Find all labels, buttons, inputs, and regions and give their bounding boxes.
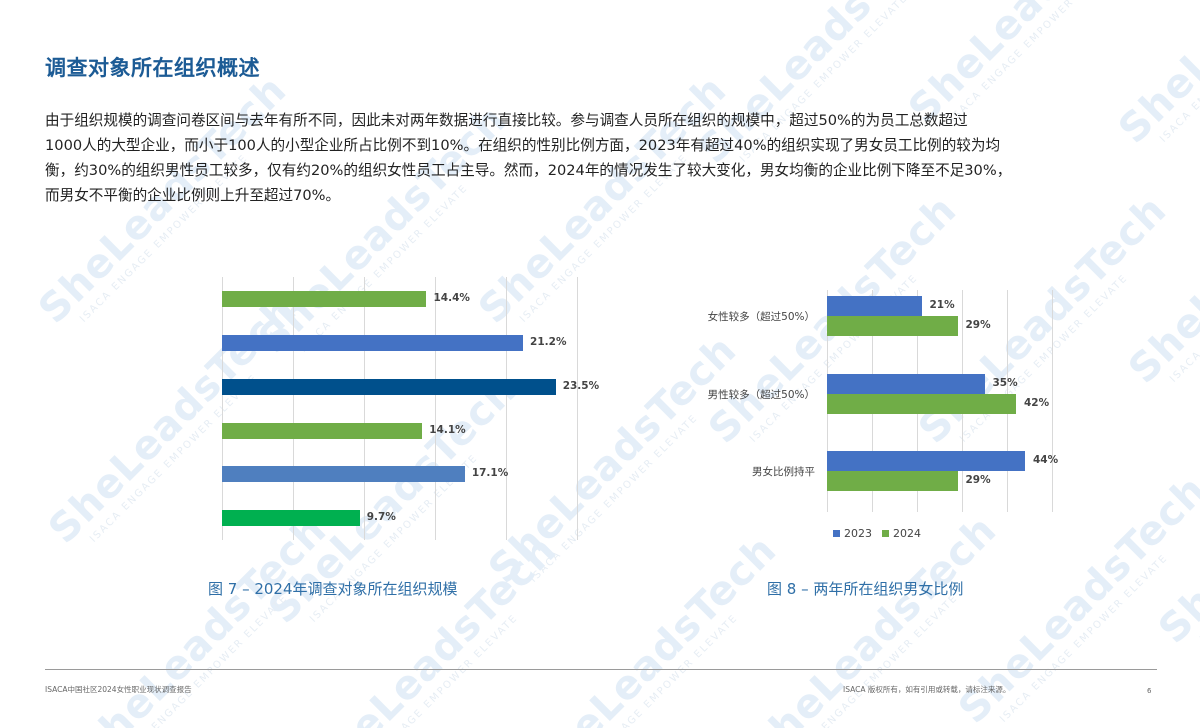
figure-8-caption: 图 8 – 两年所在组织男女比例 bbox=[767, 580, 964, 598]
category-label: 男性较多（超过50%） bbox=[707, 389, 815, 401]
gridline bbox=[1052, 290, 1053, 512]
bar-2024 bbox=[827, 394, 1016, 414]
page-number: 6 bbox=[1147, 687, 1152, 695]
gridline bbox=[577, 277, 578, 540]
value-label: 35% bbox=[992, 377, 1018, 389]
value-label: 29% bbox=[965, 474, 991, 486]
bar bbox=[222, 379, 556, 395]
org-size-bar-chart: 25000人以上14.4%5000-24999人21.2%1001-4999人2… bbox=[0, 0, 600, 560]
value-label: 17.1% bbox=[471, 467, 509, 479]
gridline bbox=[293, 277, 294, 540]
bar bbox=[222, 291, 427, 307]
category-label: 男女比例持平 bbox=[752, 466, 815, 478]
bar bbox=[222, 423, 423, 439]
watermark-tagline: ISACA ENGAGE EMPOWER ELEVATE bbox=[568, 612, 741, 728]
gridline bbox=[435, 277, 436, 540]
footer-copyright: ISACA 版权所有，如有引用或转载，请标注来源。 bbox=[843, 685, 1011, 694]
value-label: 21.2% bbox=[530, 336, 567, 348]
intro-line: 衡，约30%的组织男性员工较多，仅有约20%的组织女性员工占主导。然而，2024… bbox=[45, 162, 1012, 179]
bar-2024 bbox=[827, 316, 958, 336]
value-label: 29% bbox=[965, 319, 991, 331]
legend-label: 2024 bbox=[893, 527, 921, 540]
legend-swatch-2023 bbox=[833, 530, 840, 537]
value-label: 44% bbox=[1033, 454, 1059, 466]
legend-item-2023: 2023 bbox=[833, 527, 872, 540]
value-label: 14.4% bbox=[433, 292, 470, 304]
intro-line: 1000人的大型企业，而小于100人的小型企业所占比例不到10%。在组织的性别比… bbox=[45, 137, 1001, 154]
watermark-tagline: ISACA ENGAGE EMPOWER ELEVATE bbox=[788, 592, 961, 728]
gridline bbox=[506, 277, 507, 540]
bar-2023 bbox=[827, 296, 922, 316]
value-label: 14.1% bbox=[429, 424, 466, 436]
gender-ratio-bar-chart: 女性较多（超过50%） 21% 29% 男性较多（超过50%） 35% 42% 男女比例持平… bbox=[707, 290, 1059, 512]
gridline bbox=[222, 277, 223, 540]
watermark-tagline: ISACA ENGAGE EMPOWER ELEVATE bbox=[118, 592, 291, 728]
bar bbox=[222, 510, 360, 526]
legend-label: 2023 bbox=[844, 527, 872, 540]
bar bbox=[222, 466, 465, 482]
bar-2024 bbox=[827, 471, 958, 491]
value-label: 42% bbox=[1024, 397, 1050, 409]
intro-paragraph: 由于组织规模的调查问卷区间与去年有所不同，因此未对两年数据进行直接比较。参与调查… bbox=[45, 108, 1155, 208]
footer-divider bbox=[45, 669, 1157, 670]
footer-report-title: ISACA中国社区2024女性职业现状调查报告 bbox=[45, 685, 192, 694]
gridline bbox=[364, 277, 365, 540]
value-label: 23.5% bbox=[562, 380, 600, 392]
legend-item-2024: 2024 bbox=[882, 527, 921, 540]
bar bbox=[222, 335, 524, 351]
intro-line: 而男女不平衡的企业比例则上升至超过70%。 bbox=[45, 187, 341, 204]
legend-swatch-2024 bbox=[882, 530, 889, 537]
page-title: 调查对象所在组织概述 bbox=[45, 56, 260, 80]
value-label: 9.7% bbox=[366, 511, 396, 523]
bar-2023 bbox=[827, 451, 1025, 471]
figure-7-caption: 图 7 – 2024年调查对象所在组织规模 bbox=[208, 580, 458, 598]
chart-legend: 2023 2024 bbox=[833, 527, 921, 540]
value-label: 21% bbox=[929, 299, 955, 311]
bar-2023 bbox=[827, 374, 985, 394]
category-label: 女性较多（超过50%） bbox=[707, 311, 815, 323]
intro-line: 由于组织规模的调查问卷区间与去年有所不同，因此未对两年数据进行直接比较。参与调查… bbox=[45, 112, 968, 129]
